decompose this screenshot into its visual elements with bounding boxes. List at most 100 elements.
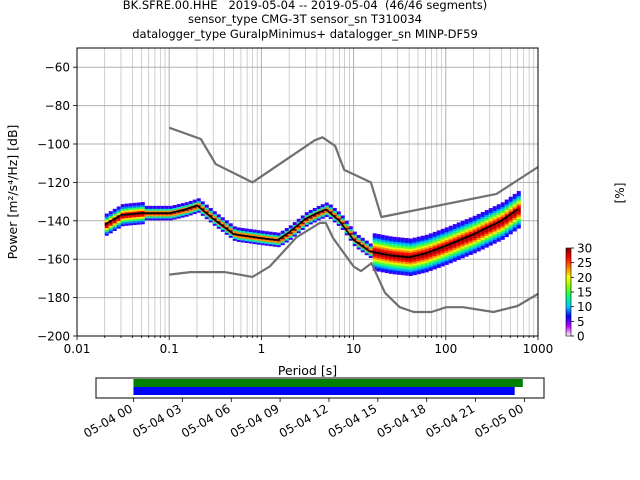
y-tick-label: −100 bbox=[37, 138, 70, 152]
psd-cell bbox=[268, 241, 273, 245]
psd-cell bbox=[404, 238, 409, 242]
psd-cell bbox=[148, 215, 153, 219]
psd-cell bbox=[436, 243, 441, 247]
psd-cell bbox=[320, 208, 325, 212]
psd-cell bbox=[480, 211, 485, 215]
psd-cell bbox=[244, 228, 249, 232]
psd-cell bbox=[412, 260, 417, 264]
psd-cell bbox=[516, 192, 521, 196]
psd-cell bbox=[412, 268, 417, 272]
psd-cell bbox=[300, 223, 305, 227]
y-axis-label: Power [m²/s⁴/Hz] [dB] bbox=[5, 125, 20, 260]
psd-cell bbox=[392, 248, 397, 252]
plot-frame bbox=[76, 47, 539, 337]
psd-cell bbox=[280, 232, 285, 236]
psd-cell bbox=[452, 226, 457, 230]
psd-cell bbox=[412, 237, 417, 241]
psd-cell bbox=[488, 217, 493, 221]
psd-cell bbox=[120, 219, 125, 223]
psd-cell bbox=[384, 243, 389, 247]
psd-cell bbox=[264, 238, 269, 242]
psd-cell bbox=[204, 206, 209, 210]
psd-cell bbox=[388, 251, 393, 255]
psd-cell bbox=[324, 204, 329, 208]
psd-cell bbox=[396, 258, 401, 262]
psd-cell bbox=[168, 213, 173, 217]
psd-cell bbox=[292, 231, 297, 235]
psd-cell bbox=[436, 245, 441, 249]
psd-cell bbox=[240, 237, 245, 241]
psd-cell bbox=[336, 217, 341, 221]
psd-cell bbox=[372, 246, 377, 250]
psd-cell bbox=[468, 228, 473, 232]
psd-cell bbox=[108, 230, 113, 234]
psd-cell bbox=[408, 273, 413, 277]
psd-cell bbox=[164, 207, 169, 211]
psd-cell bbox=[408, 251, 413, 255]
psd-cell bbox=[348, 230, 353, 234]
timeline-tick-label: 05-04 12 bbox=[277, 401, 331, 440]
psd-cell bbox=[444, 229, 449, 233]
psd-cell bbox=[196, 209, 201, 213]
psd-cell bbox=[428, 260, 433, 264]
psd-cell bbox=[420, 249, 425, 253]
psd-cell bbox=[476, 215, 481, 219]
psd-cell bbox=[448, 244, 453, 248]
psd-cell bbox=[384, 239, 389, 243]
psd-cell bbox=[424, 238, 429, 242]
psd-cell bbox=[508, 215, 513, 219]
psd-cell bbox=[152, 209, 157, 213]
psd-cell bbox=[436, 261, 441, 265]
psd-cell bbox=[372, 264, 377, 268]
psd-cell bbox=[132, 214, 137, 218]
psd-cell bbox=[304, 214, 309, 218]
psd-cell bbox=[232, 233, 237, 237]
psd-cell bbox=[104, 232, 109, 236]
psd-cell bbox=[360, 237, 365, 241]
psd-cell bbox=[460, 236, 465, 240]
psd-cell bbox=[388, 259, 393, 263]
psd-cell bbox=[408, 238, 413, 242]
psd-cell bbox=[512, 216, 517, 220]
psd-cell bbox=[396, 250, 401, 254]
psd-cell bbox=[212, 222, 217, 226]
psd-cell bbox=[508, 229, 513, 233]
timeline-tick-label: 05-04 09 bbox=[228, 401, 282, 440]
psd-cell bbox=[420, 247, 425, 251]
psd-cell bbox=[492, 234, 497, 238]
psd-cell bbox=[480, 242, 485, 246]
psd-cell bbox=[308, 221, 313, 225]
psd-cell bbox=[412, 241, 417, 245]
psd-cell bbox=[436, 259, 441, 263]
psd-cell bbox=[396, 244, 401, 248]
psd-cell bbox=[112, 228, 117, 232]
psd-cell bbox=[384, 235, 389, 239]
psd-cell bbox=[400, 249, 405, 253]
psd-cell bbox=[156, 213, 161, 217]
psd-cell bbox=[244, 230, 249, 234]
psd-cell bbox=[476, 221, 481, 225]
psd-cell bbox=[308, 211, 313, 215]
psd-cell bbox=[432, 262, 437, 266]
psd-cell bbox=[276, 232, 281, 236]
psd-cell bbox=[468, 232, 473, 236]
psd-cell bbox=[504, 222, 509, 226]
psd-cell bbox=[404, 257, 409, 261]
psd-cell bbox=[404, 251, 409, 255]
psd-cell bbox=[340, 215, 345, 219]
psd-cell bbox=[484, 236, 489, 240]
psd-cell bbox=[500, 223, 505, 227]
psd-cell bbox=[460, 220, 465, 224]
psd-cell bbox=[396, 267, 401, 271]
psd-cell bbox=[168, 215, 173, 219]
psd-cell bbox=[512, 213, 517, 217]
psd-cell bbox=[468, 246, 473, 250]
psd-cell bbox=[284, 239, 289, 243]
psd-cell bbox=[132, 210, 137, 214]
psd-cell bbox=[160, 207, 165, 211]
psd-cell bbox=[472, 219, 477, 223]
chart-title-line-2: sensor_type CMG-3T sensor_sn T310034 bbox=[188, 12, 422, 26]
psd-cell bbox=[376, 258, 381, 262]
psd-cell bbox=[220, 228, 225, 232]
psd-cell bbox=[224, 226, 229, 230]
